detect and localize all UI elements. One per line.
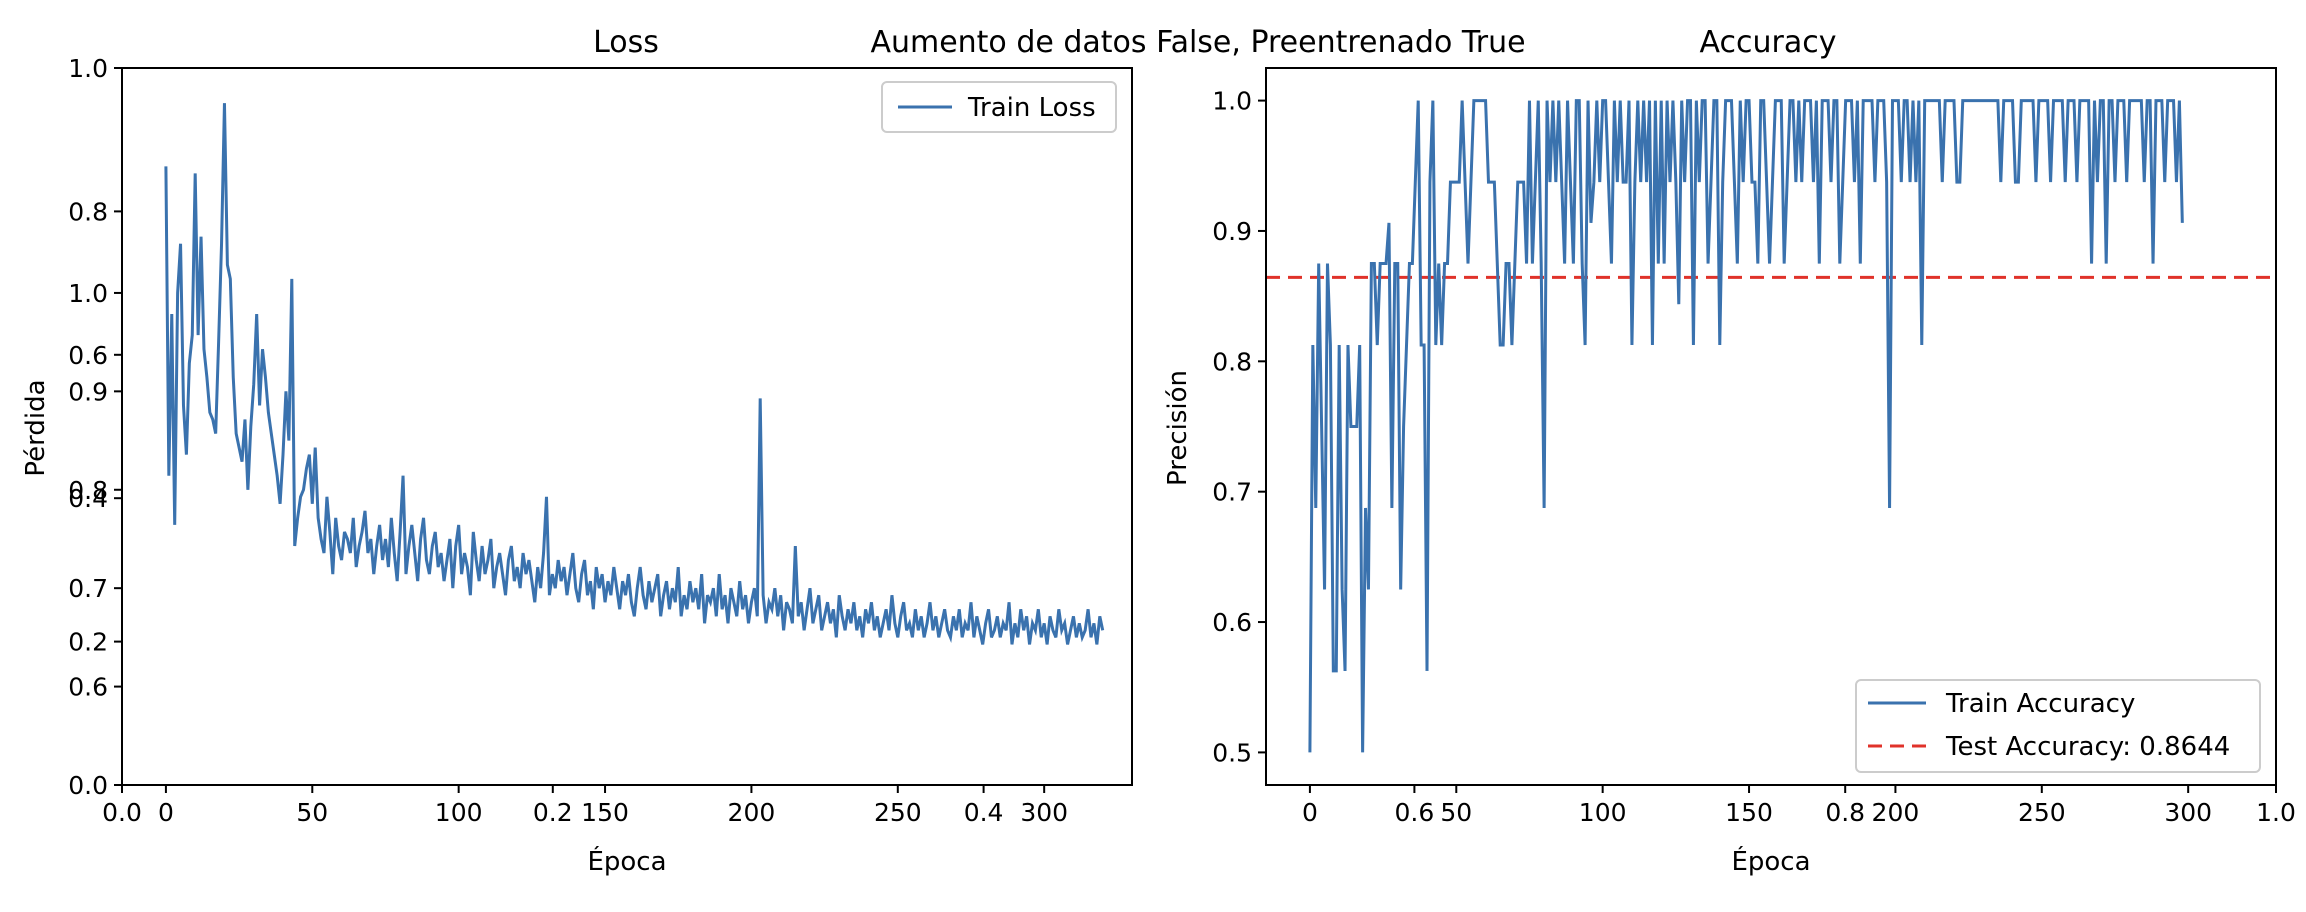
accuracy-legend-label-test: Test Accuracy: 0.8644 (1945, 732, 2230, 762)
loss-y-tick-label-1: 0.7 (68, 574, 108, 603)
loss-panel: Loss 0.0 0.2 0.4 0.0 0.2 0.4 0.6 0.8 1.0 0 50 100 1… (21, 25, 1133, 877)
overlay-x-tick-label-right-2: 1.0 (2256, 798, 2296, 827)
overlay-y-tick-label-1: 0.2 (68, 628, 108, 657)
loss-x-tick-label-5: 250 (874, 798, 922, 827)
overlay-y-tick-label-0: 0.0 (68, 771, 108, 800)
accuracy-x-tick-label-6: 300 (2164, 798, 2212, 827)
loss-overlay-axis: 0.0 0.2 0.4 0.0 0.2 0.4 0.6 0.8 1.0 (68, 54, 1003, 827)
accuracy-legend-label-train: Train Accuracy (1945, 689, 2135, 719)
accuracy-x-tick-label-1: 50 (1440, 798, 1472, 827)
loss-y-tick-label-3: 0.9 (68, 377, 108, 406)
loss-x-tick-label-6: 300 (1020, 798, 1068, 827)
loss-x-axis-label: Época (587, 845, 666, 877)
accuracy-overlay-axis: 0.6 0.8 1.0 (1395, 785, 2296, 827)
accuracy-panel: Accuracy 0.6 0.8 1.0 0 50 100 150 200 250 300 0.5… (1163, 25, 2296, 877)
overlay-x-tick-label-right-1: 0.8 (1825, 798, 1865, 827)
loss-x-tick-label-0: 0 (158, 798, 174, 827)
accuracy-title: Accuracy (1700, 25, 1837, 60)
loss-title: Loss (593, 25, 659, 60)
loss-y-tick-label-0: 0.6 (68, 673, 108, 702)
loss-legend-box (881, 81, 1117, 133)
loss-y-axis-label: Pérdida (21, 379, 51, 476)
overlay-y-tick-label-4: 0.8 (68, 197, 108, 226)
overlay-x-tick-label-2: 0.4 (964, 798, 1004, 827)
overlay-x-tick-label-0: 0.0 (102, 798, 142, 827)
accuracy-y-axis-label: Precisión (1163, 370, 1193, 486)
loss-x-tick-label-2: 100 (435, 798, 483, 827)
loss-x-tick-label-4: 200 (728, 798, 776, 827)
series-line-train-accuracy (1308, 99, 2184, 753)
accuracy-y-tick-label-2: 0.7 (1212, 478, 1252, 507)
accuracy-axis-ticks: 0 50 100 150 200 250 300 0.5 0.6 0.7 0.8 0.9 1.0 (1212, 87, 2212, 827)
series-line-train-loss (164, 103, 1105, 645)
accuracy-y-tick-label-0: 0.5 (1212, 738, 1252, 767)
overlay-y-tick-label-3: 0.6 (68, 341, 108, 370)
overlay-y-tick-label-5: 1.0 (68, 54, 108, 83)
loss-legend: Train Loss (881, 81, 1117, 133)
accuracy-plot-frame (1265, 67, 2277, 786)
figure-suptitle: Aumento de datos False, Preentrenado Tru… (870, 25, 1525, 60)
loss-x-tick-label-1: 50 (296, 798, 328, 827)
loss-y-tick-label-4: 1.0 (68, 279, 108, 308)
overlay-y-tick-label-2: 0.4 (68, 484, 108, 513)
loss-legend-label: Train Loss (967, 93, 1096, 123)
loss-x-tick-label-3: 150 (581, 798, 629, 827)
accuracy-x-tick-label-4: 200 (1872, 798, 1920, 827)
accuracy-y-tick-label-3: 0.8 (1212, 347, 1252, 376)
accuracy-y-tick-label-5: 1.0 (1212, 87, 1252, 116)
accuracy-legend: Train Accuracy Test Accuracy: 0.8644 (1855, 679, 2261, 773)
loss-axis-ticks: 0 50 100 150 200 250 300 0.6 0.7 0.8 0.9 1.0 (68, 279, 1068, 827)
accuracy-x-tick-label-5: 250 (2018, 798, 2066, 827)
accuracy-x-tick-label-0: 0 (1302, 798, 1318, 827)
accuracy-x-axis-label: Época (1731, 845, 1810, 877)
loss-plot-frame (121, 67, 1133, 786)
overlay-x-tick-label-1: 0.2 (533, 798, 573, 827)
accuracy-y-tick-label-1: 0.6 (1212, 608, 1252, 637)
overlay-x-tick-label-right-0: 0.6 (1395, 798, 1435, 827)
accuracy-x-tick-label-2: 100 (1579, 798, 1627, 827)
accuracy-y-tick-label-4: 0.9 (1212, 217, 1252, 246)
loss-y-tick-label-2: 0.8 (68, 476, 108, 505)
accuracy-x-tick-label-3: 150 (1725, 798, 1773, 827)
accuracy-legend-box (1855, 679, 2261, 773)
